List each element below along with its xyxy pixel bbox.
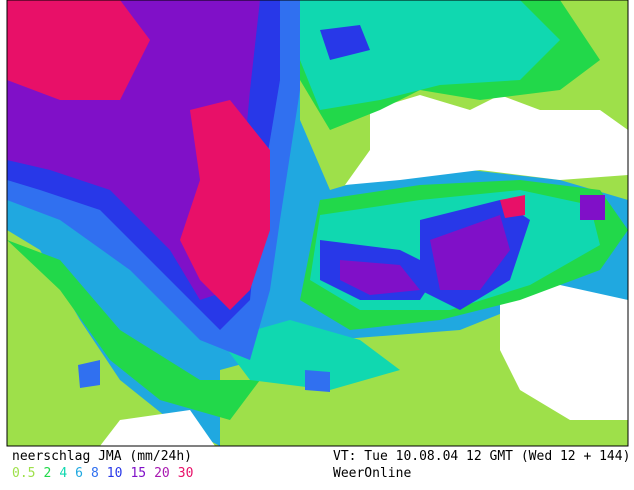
valid-time: VT: Tue 10.08.04 12 GMT (Wed 12 + 144) bbox=[333, 449, 630, 464]
legend-value: 6 bbox=[75, 466, 83, 481]
legend-value: 10 bbox=[107, 466, 123, 481]
legend-value: 30 bbox=[178, 466, 194, 481]
legend-value: 4 bbox=[59, 466, 67, 481]
legend-value: 15 bbox=[130, 466, 146, 481]
precipitation-map bbox=[6, 0, 629, 447]
legend-value: 0.5 bbox=[12, 466, 35, 481]
legend-value: 2 bbox=[43, 466, 51, 481]
legend-value: 8 bbox=[91, 466, 99, 481]
source: WeerOnline bbox=[333, 466, 411, 481]
legend: 0.5 2 4 6 8 10 15 20 30 bbox=[12, 466, 193, 481]
legend-value: 20 bbox=[154, 466, 170, 481]
map-title: neerschlag JMA (mm/24h) bbox=[12, 449, 192, 464]
